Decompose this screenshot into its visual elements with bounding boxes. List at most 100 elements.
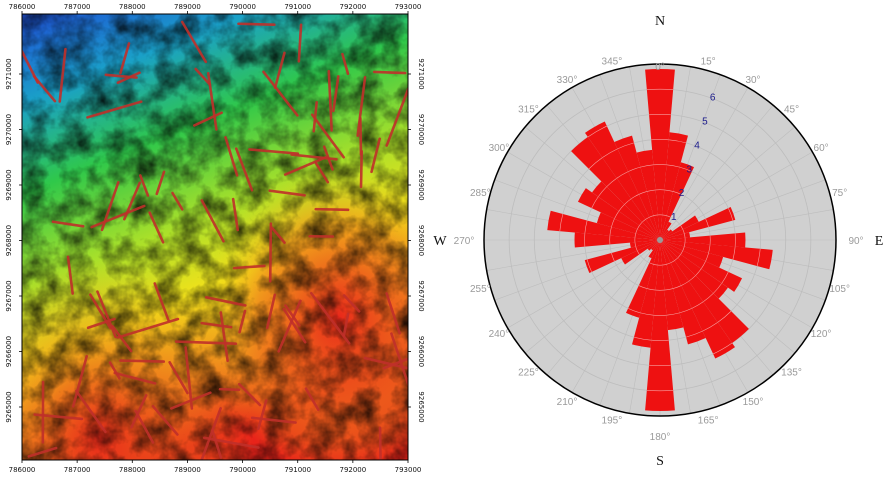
y-tick-label-left: 9266000 <box>5 336 13 367</box>
petal-gridline <box>680 225 684 230</box>
petal-gridline <box>633 336 652 341</box>
angle-label: 105° <box>829 284 850 295</box>
petal-gridline <box>616 171 629 179</box>
petal-gridline <box>646 389 674 392</box>
petal-gridline <box>688 275 696 282</box>
petal-gridline <box>679 166 693 172</box>
lineament <box>363 356 408 370</box>
petal-gridline <box>584 220 588 234</box>
petal-gridline <box>638 285 648 289</box>
radius-label: 1 <box>671 212 677 223</box>
petal-gridline <box>672 285 682 289</box>
x-tick-label-top: 791000 <box>284 3 311 11</box>
x-tick-label-bottom: 792000 <box>339 466 366 474</box>
lineament <box>148 211 165 244</box>
lineament <box>74 389 107 434</box>
hillshade-texture <box>22 14 408 460</box>
rose-petal <box>577 188 660 240</box>
lineament <box>111 324 133 353</box>
lineament <box>232 264 266 270</box>
lineament <box>27 446 58 458</box>
petal-gridline <box>677 254 681 258</box>
map-frame <box>21 13 409 461</box>
angle-label: 210° <box>557 397 578 408</box>
petal-gridline <box>682 246 685 251</box>
y-tick-label-right: 9266000 <box>417 336 425 367</box>
radius-label: 6 <box>710 93 716 104</box>
lineament <box>312 101 318 133</box>
petal-gridline <box>649 262 654 265</box>
lineament <box>297 23 303 63</box>
petal-gridline <box>627 166 641 172</box>
lineament-lines <box>22 20 408 460</box>
petal-gridline <box>609 226 612 236</box>
rose-petal <box>647 240 660 251</box>
petal-gridline <box>695 268 702 276</box>
lineament <box>22 48 40 84</box>
petal-gridline <box>717 310 732 323</box>
petal-gridline <box>700 261 706 270</box>
rose-petal <box>629 240 660 248</box>
petal-gridline <box>602 148 618 158</box>
petal-gridline <box>662 263 667 266</box>
petal-gridline <box>674 257 678 261</box>
petal-gridline <box>617 142 635 150</box>
lineament <box>382 357 408 370</box>
rose-petal <box>574 232 660 248</box>
rose-petal <box>596 212 660 240</box>
petal-gridline <box>642 219 646 223</box>
lineament <box>130 394 148 429</box>
lineament <box>86 100 143 119</box>
angle-labels: 0° 15° 30° 45° 60° 75° 90° 105° 120° 135° 150° 165°… <box>454 56 864 443</box>
lineament <box>200 199 225 243</box>
lineament <box>273 51 286 90</box>
petal-gridline <box>645 216 650 220</box>
lineament <box>277 299 302 353</box>
petal-gridline <box>646 288 656 291</box>
lineament <box>268 189 306 197</box>
rose-petal <box>648 240 660 259</box>
rose-petal <box>660 132 688 240</box>
x-tick-label-top: 786000 <box>9 3 36 11</box>
rose-spoke <box>659 104 774 241</box>
lineament <box>113 371 157 385</box>
y-tick-label-right: 9268000 <box>417 225 425 256</box>
petal-gridline <box>624 198 632 205</box>
rose-petal <box>660 232 691 240</box>
lineament <box>155 170 166 196</box>
petal-gridline <box>662 214 667 217</box>
petal-gridline <box>653 263 658 266</box>
lineament <box>342 294 361 313</box>
radius-labels: 1 2 3 4 5 6 <box>671 93 716 224</box>
cardinal-south: S <box>656 454 664 469</box>
rose-petal <box>571 137 660 240</box>
rose-petal <box>660 221 672 240</box>
petal-gridline <box>668 139 687 144</box>
lineament <box>211 429 223 459</box>
petal-gridline <box>649 215 654 218</box>
lineament <box>282 307 307 344</box>
petal-gridline <box>664 189 674 192</box>
elevation-map: 786000 786000 787000 787000 788000 788000 7890… <box>5 3 425 474</box>
lineament <box>151 404 179 436</box>
lineament <box>184 346 194 410</box>
lineament <box>204 296 247 307</box>
angle-label: 90° <box>848 236 863 247</box>
lineament <box>116 71 141 84</box>
angle-label: 0° <box>655 62 665 73</box>
petal-gridline <box>666 164 680 168</box>
petal-gridline <box>639 222 643 226</box>
angle-label: 120° <box>811 329 832 340</box>
rose-petal <box>584 240 660 273</box>
map-axes: 786000 786000 787000 787000 788000 788000 7890… <box>5 3 425 474</box>
rose-spoke <box>659 126 796 241</box>
lineament <box>234 147 254 192</box>
petal-gridline <box>680 250 684 255</box>
petal-gridline <box>728 207 734 221</box>
radius-label: 5 <box>702 116 708 127</box>
rose-petal <box>632 240 660 348</box>
y-tick-label-right: 9267000 <box>417 280 425 311</box>
lineament <box>96 290 117 339</box>
lineament <box>51 220 85 228</box>
lineament <box>270 226 286 244</box>
